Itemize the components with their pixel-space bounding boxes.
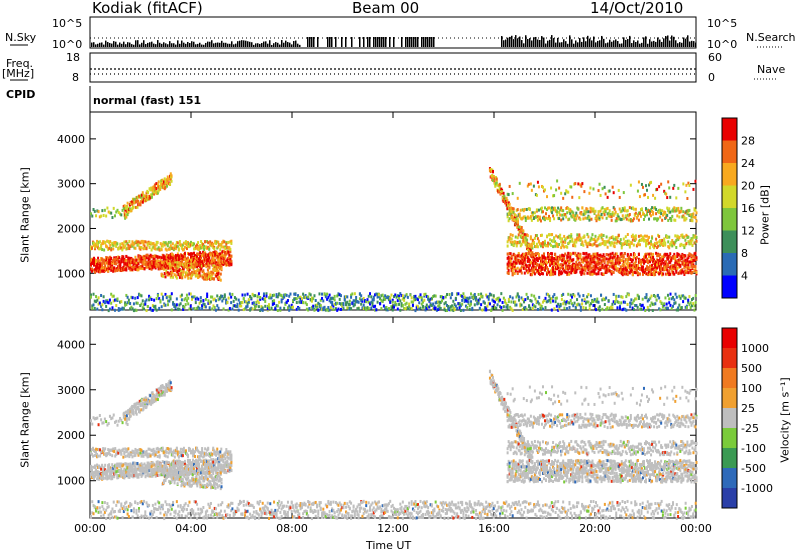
velocity-panel (89, 316, 697, 519)
power-colorbar-segment (722, 163, 737, 186)
power-colorbar-segment (722, 275, 737, 298)
velocity-colorbar-segment (722, 408, 737, 428)
nsearch-label: N.Search (746, 31, 796, 44)
cpid-label: CPID (6, 88, 36, 101)
velocity-colorbar-segment (722, 488, 737, 508)
freq-tick-bottom: 8 (72, 71, 79, 84)
power-colorbar-tick: 4 (741, 270, 748, 283)
velocity-colorbar-tick: 100 (741, 382, 762, 395)
velocity-colorbar-segment (722, 448, 737, 468)
freq-strip (89, 52, 697, 83)
date-title: 14/Oct/2010 (590, 0, 684, 17)
x-tick-label: 12:00 (377, 522, 409, 535)
power-ytick-label: 3000 (57, 178, 85, 191)
beam-title: Beam 00 (352, 0, 420, 17)
freq-tick-top: 18 (66, 51, 80, 64)
velocity-colorbar-segment (722, 328, 737, 348)
velocity-colorbar-tick: 1000 (741, 342, 769, 355)
power-colorbar-tick: 28 (741, 135, 755, 148)
freq-label-2: [MHz] (2, 67, 35, 80)
power-colorbar-tick: 20 (741, 180, 755, 193)
power-colorbar-segment (722, 230, 737, 253)
nave-tick-top: 60 (708, 51, 722, 64)
search-tick-top: 10^5 (707, 17, 738, 30)
x-tick-label: 00:00 (680, 522, 712, 535)
power-colorbar-segment (722, 253, 737, 276)
power-colorbar (721, 117, 738, 299)
velocity-colorbar-segment (722, 428, 737, 448)
power-scatter (90, 167, 698, 313)
power-colorbar-tick: 8 (741, 247, 748, 260)
velocity-ytick-label: 2000 (57, 429, 85, 442)
x-tick-label: 00:00 (74, 522, 106, 535)
power-colorbar-segment (722, 118, 737, 141)
power-colorbar-segment (722, 208, 737, 231)
power-colorbar-segment (722, 140, 737, 163)
x-axis-label: Time UT (366, 539, 412, 552)
power-colorbar-segment (722, 185, 737, 208)
nsky-label: N.Sky (5, 31, 37, 44)
velocity-colorbar-tick: 500 (741, 362, 762, 375)
nave-label: Nave (757, 63, 786, 76)
nsky-strip (89, 16, 697, 49)
power-ytick-label: 2000 (57, 222, 85, 235)
velocity-ytick-label: 1000 (57, 475, 85, 488)
power-ytick-label: 4000 (57, 133, 85, 146)
power-colorbar-tick: 24 (741, 157, 755, 170)
sky-tick-top: 10^5 (52, 17, 83, 30)
power-colorbar-tick: 12 (741, 225, 755, 238)
velocity-ytick-label: 3000 (57, 384, 85, 397)
velocity-colorbar-tick: -25 (741, 422, 759, 435)
velocity-colorbar-segment (722, 348, 737, 368)
x-tick-label: 04:00 (175, 522, 207, 535)
power-colorbar-tick: 16 (741, 202, 755, 215)
freq-label-1: Freq. (6, 57, 34, 70)
x-tick-label: 16:00 (478, 522, 510, 535)
search-tick-bottom: 10^0 (707, 38, 738, 51)
x-tick-label: 20:00 (579, 522, 611, 535)
cpid-value: normal (fast) 151 (93, 94, 202, 107)
nsky-trace (91, 35, 697, 47)
velocity-colorbar-segment (722, 468, 737, 488)
velocity-ytick-label: 4000 (57, 338, 85, 351)
velocity-scatter (90, 369, 698, 521)
velocity-colorbar-tick: -500 (741, 462, 766, 475)
velocity-colorbar-segment (722, 388, 737, 408)
sky-tick-bottom: 10^0 (52, 38, 83, 51)
power-ytick-label: 1000 (57, 267, 85, 280)
velocity-colorbar-tick: -100 (741, 442, 766, 455)
nave-tick-bottom: 0 (708, 71, 715, 84)
velocity-colorbar-tick: -1000 (741, 482, 773, 495)
x-tick-label: 08:00 (276, 522, 308, 535)
velocity-colorbar-tick: 25 (741, 402, 755, 415)
velocity-colorbar-segment (722, 368, 737, 388)
station-title: Kodiak (fitACF) (92, 0, 203, 17)
velocity-colorbar (721, 327, 738, 509)
